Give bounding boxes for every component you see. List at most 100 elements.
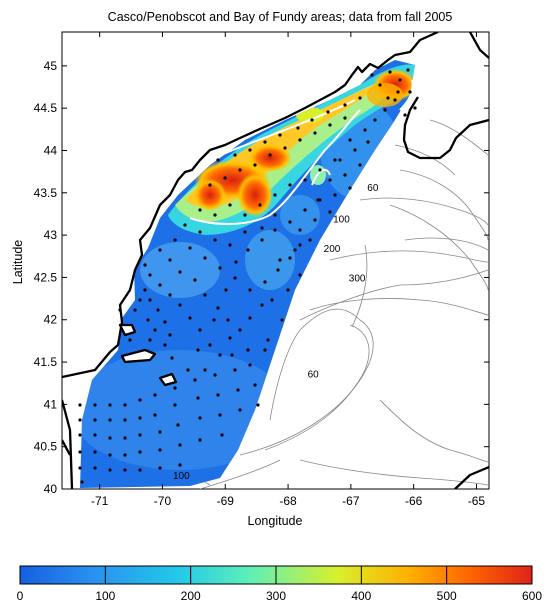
station-dot — [220, 433, 224, 437]
station-dot — [188, 316, 192, 320]
station-dot — [148, 298, 152, 302]
station-dot — [158, 448, 162, 452]
station-dot — [293, 248, 297, 252]
y-tick-label: 42 — [44, 313, 58, 327]
station-dot — [228, 336, 232, 340]
station-dot — [153, 328, 157, 332]
contour-label: 300 — [349, 274, 366, 285]
station-dot — [236, 388, 240, 392]
station-dot — [313, 131, 317, 135]
station-dot — [196, 348, 200, 352]
station-dot — [158, 248, 162, 252]
station-dot — [223, 176, 227, 180]
white-contour — [189, 79, 414, 225]
station-dot — [78, 466, 82, 470]
station-dot — [128, 338, 132, 342]
y-tick-label: 43.5 — [34, 186, 58, 200]
station-dot — [413, 106, 417, 110]
y-tick-label: 44.5 — [34, 101, 58, 115]
station-dot — [388, 70, 392, 74]
station-dot — [198, 438, 202, 442]
station-dot — [93, 403, 97, 407]
station-dot — [93, 450, 97, 454]
station-dot — [173, 403, 177, 407]
y-tick-label: 41.5 — [34, 355, 58, 369]
station-dot — [310, 118, 314, 122]
y-axis-ticks: 40 40.5 41 41.5 42 42.5 43 43.5 44 44.5 45 — [34, 59, 489, 496]
contour-label: 100 — [333, 214, 350, 225]
sample-stations — [78, 68, 417, 484]
x-tick-label: -68 — [279, 494, 297, 508]
station-dot — [198, 416, 202, 420]
station-dot — [168, 293, 172, 297]
station-dot — [156, 308, 160, 312]
station-dot — [108, 403, 112, 407]
station-dot — [198, 230, 202, 234]
station-dot — [93, 466, 97, 470]
station-dot — [198, 328, 202, 332]
contour-label: 200 — [324, 244, 341, 255]
station-dot — [358, 96, 362, 100]
x-axis-ticks: -71 -70 -69 -68 -67 -66 -65 — [91, 32, 485, 508]
station-dot — [256, 403, 260, 407]
station-dot — [333, 193, 337, 197]
station-dot — [148, 338, 152, 342]
station-dot — [308, 238, 312, 242]
station-dot — [408, 90, 412, 94]
contour-label: 100 — [173, 471, 190, 482]
colorbar: 0 100 200 300 400 500 600 — [17, 565, 542, 603]
station-dot — [233, 153, 237, 157]
y-tick-label: 40.5 — [34, 440, 58, 454]
x-tick-label: -69 — [217, 494, 235, 508]
station-dot — [163, 320, 167, 324]
station-dot — [296, 126, 300, 130]
station-dot — [288, 220, 292, 224]
station-dot — [393, 98, 397, 102]
station-dot — [243, 230, 247, 234]
colorbar-tick-label: 200 — [181, 589, 201, 603]
station-dot — [328, 178, 332, 182]
station-dot — [93, 418, 97, 422]
x-tick-label: -67 — [342, 494, 360, 508]
station-dot — [333, 158, 337, 162]
station-dot — [108, 468, 112, 472]
station-dot — [283, 146, 287, 150]
station-dot — [373, 118, 377, 122]
station-dot — [238, 408, 242, 412]
station-dot — [383, 108, 387, 112]
station-dot — [358, 163, 362, 167]
station-dot — [78, 433, 82, 437]
map-title: Casco/Penobscot and Bay of Fundy areas; … — [108, 10, 453, 24]
station-dot — [273, 193, 277, 197]
station-dot — [238, 168, 242, 172]
station-dot — [234, 260, 238, 264]
station-dot — [148, 273, 152, 277]
station-dot — [243, 213, 247, 217]
station-dot — [228, 243, 232, 247]
station-dot — [403, 113, 407, 117]
station-dot — [378, 83, 382, 87]
station-dot — [263, 348, 267, 352]
station-dot — [133, 308, 137, 312]
station-dot — [246, 348, 250, 352]
station-dot — [348, 138, 352, 142]
x-tick-label: -66 — [405, 494, 423, 508]
station-dot — [183, 223, 187, 227]
station-dot — [328, 123, 332, 127]
station-dot — [230, 353, 234, 357]
station-dot — [123, 453, 127, 457]
station-dot — [273, 213, 277, 217]
station-dot — [248, 363, 252, 367]
station-dot — [286, 288, 290, 292]
station-dot — [138, 468, 142, 472]
station-dot — [248, 316, 252, 320]
station-dot — [78, 403, 82, 407]
x-tick-label: -71 — [91, 494, 109, 508]
station-dot — [318, 198, 322, 202]
station-dot — [212, 318, 216, 322]
station-dot — [153, 393, 157, 397]
station-dot — [138, 450, 142, 454]
station-dot — [138, 416, 142, 420]
station-dot — [260, 238, 264, 242]
station-dot — [226, 318, 230, 322]
